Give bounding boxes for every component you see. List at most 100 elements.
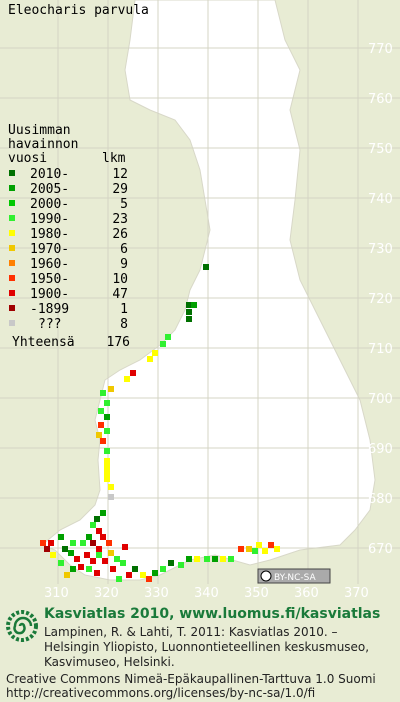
record-square xyxy=(186,316,192,322)
record-square xyxy=(58,534,64,540)
record-square xyxy=(220,556,226,562)
legend-count: 10 xyxy=(112,272,128,287)
record-square xyxy=(204,556,210,562)
legend-swatch xyxy=(9,275,15,281)
record-square xyxy=(74,556,80,562)
legend-swatch xyxy=(9,230,15,236)
legend-label: 1900- xyxy=(30,287,69,302)
record-square xyxy=(86,566,92,572)
northing-label: 770 xyxy=(368,42,393,57)
northing-label: 740 xyxy=(368,192,393,207)
citation: Kasvimuseo, Helsinki. xyxy=(44,655,175,669)
record-square xyxy=(100,390,106,396)
record-square xyxy=(90,522,96,528)
record-square xyxy=(147,356,153,362)
total-label: Yhteensä xyxy=(12,335,75,350)
record-square xyxy=(186,309,192,315)
record-square xyxy=(104,414,110,420)
record-square xyxy=(146,576,152,582)
record-square xyxy=(86,534,92,540)
northing-label: 710 xyxy=(368,342,393,357)
record-square xyxy=(160,341,166,347)
record-square xyxy=(120,560,126,566)
record-square xyxy=(70,566,76,572)
record-square xyxy=(100,534,106,540)
easting-label: 370 xyxy=(344,586,369,601)
record-square xyxy=(104,400,110,406)
record-square xyxy=(104,470,110,476)
legend-swatch xyxy=(9,260,15,266)
record-square xyxy=(262,548,268,554)
record-square xyxy=(165,334,171,340)
northing-label: 760 xyxy=(368,92,393,107)
northing-label: 680 xyxy=(368,492,393,507)
record-square xyxy=(84,552,90,558)
records xyxy=(40,264,280,582)
legend-label: 2010- xyxy=(30,167,69,182)
record-square xyxy=(152,350,158,356)
record-square xyxy=(126,572,132,578)
logo xyxy=(6,610,38,642)
record-square xyxy=(256,542,262,548)
record-square xyxy=(160,566,166,572)
logo-spiral xyxy=(13,616,33,635)
record-square xyxy=(114,556,120,562)
legend-header: Uusimman xyxy=(8,123,71,138)
record-square xyxy=(178,562,184,568)
record-square xyxy=(252,548,258,554)
legend-label: 1980- xyxy=(30,227,69,242)
legend-label: -1899 xyxy=(30,302,69,317)
license: Creative Commons Nimeä-Epäkaupallinen-Ta… xyxy=(6,672,376,686)
record-square xyxy=(94,516,100,522)
record-square xyxy=(194,556,200,562)
easting-label: 340 xyxy=(194,586,219,601)
legend-count: 12 xyxy=(112,167,128,182)
cc-icon xyxy=(260,570,272,582)
record-square xyxy=(212,556,218,562)
northing-label: 700 xyxy=(368,392,393,407)
total: 176 xyxy=(107,335,130,350)
legend-count: 29 xyxy=(112,182,128,197)
legend-count: 9 xyxy=(120,257,128,272)
record-square xyxy=(96,432,102,438)
record-square xyxy=(58,560,64,566)
legend-label: 1950- xyxy=(30,272,69,287)
record-square xyxy=(104,458,110,464)
easting-label: 360 xyxy=(294,586,319,601)
legend-swatch xyxy=(9,200,15,206)
record-square xyxy=(108,484,114,490)
legend-swatch xyxy=(9,320,15,326)
record-square xyxy=(110,566,116,572)
record-square xyxy=(104,448,110,454)
record-square xyxy=(108,386,114,392)
easting-label: 350 xyxy=(244,586,269,601)
legend-label: 1970- xyxy=(30,242,69,257)
record-square xyxy=(122,544,128,550)
record-square xyxy=(100,438,106,444)
legend-count: 23 xyxy=(112,212,128,227)
record-square xyxy=(186,556,192,562)
legend-count-header: lkm xyxy=(102,151,126,166)
record-square xyxy=(108,494,114,500)
legend-label: 1960- xyxy=(30,257,69,272)
legend-label: 1990- xyxy=(30,212,69,227)
record-square xyxy=(104,464,110,470)
legend-count: 26 xyxy=(112,227,128,242)
northing-label: 720 xyxy=(368,292,393,307)
record-square xyxy=(132,566,138,572)
record-square xyxy=(96,528,102,534)
legend-swatch xyxy=(9,305,15,311)
legend-swatch xyxy=(9,185,15,191)
legend-swatch xyxy=(9,245,15,251)
record-square xyxy=(191,302,197,308)
logo-ring xyxy=(6,610,38,642)
record-square xyxy=(98,408,104,414)
record-square xyxy=(268,542,274,548)
legend-header: vuosi xyxy=(8,151,47,166)
footer-headline: Kasviatlas 2010, www.luomus.fi/kasviatla… xyxy=(44,606,380,622)
record-square xyxy=(96,546,102,552)
record-square xyxy=(130,370,136,376)
record-square xyxy=(100,510,106,516)
record-square xyxy=(68,550,74,556)
